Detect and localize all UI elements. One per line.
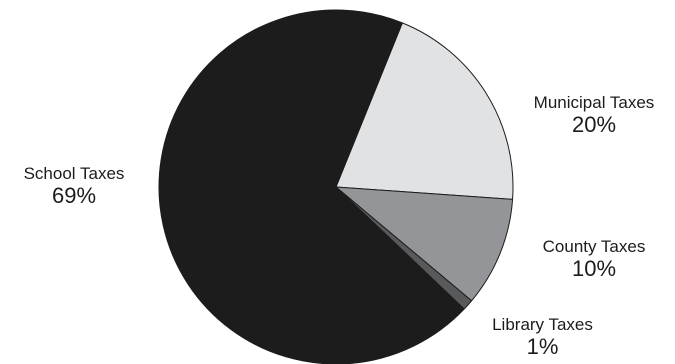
slice-label-county-taxes: County Taxes — [542, 237, 646, 256]
slice-value-municipal-taxes: 20% — [571, 112, 617, 137]
slice-label-school-taxes: School Taxes — [23, 164, 125, 183]
label-county-taxes: County Taxes 10% — [516, 238, 672, 280]
slice-value-school-taxes: 69% — [51, 183, 97, 208]
label-municipal-taxes: Municipal Taxes 20% — [514, 94, 674, 136]
pie-slices — [158, 9, 514, 364]
pie-slice-county-taxes — [335, 186, 514, 302]
slice-value-county-taxes: 10% — [571, 256, 617, 281]
slice-value-library-taxes: 1% — [526, 334, 559, 359]
pie-slice-municipal-taxes — [335, 22, 514, 200]
label-school-taxes: School Taxes 69% — [6, 165, 142, 207]
pie-slice-school-taxes — [158, 9, 465, 364]
slice-label-municipal-taxes: Municipal Taxes — [533, 93, 655, 112]
label-library-taxes: Library Taxes 1% — [470, 316, 615, 358]
slice-label-library-taxes: Library Taxes — [492, 315, 593, 334]
